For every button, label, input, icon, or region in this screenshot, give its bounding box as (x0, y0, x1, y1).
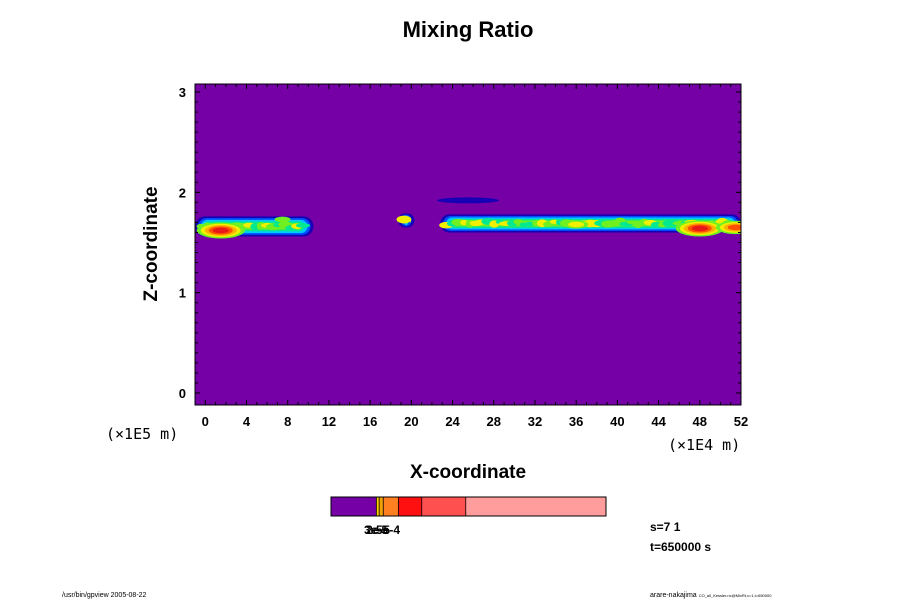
footer-author: arare-nakajima CO_all_Kessler.nc@MixRt,x=… (650, 592, 772, 599)
x-unit-label: (×1E4 m) (668, 436, 740, 454)
cloud-texture-blob (396, 215, 412, 224)
footer-file-ref: CO_all_Kessler.nc@MixRt,x=1,t=650000 (699, 593, 773, 598)
cloud-core (727, 224, 741, 231)
x-tick-label: 8 (284, 414, 291, 429)
x-tick-label: 48 (693, 414, 707, 429)
y-unit-label: (×1E5 m) (106, 425, 178, 443)
cloud-core (274, 216, 291, 223)
step-label: s=7 1 (650, 520, 681, 534)
cloud-texture-blob (626, 220, 638, 225)
x-tick-label: 36 (569, 414, 583, 429)
x-tick-label: 20 (404, 414, 418, 429)
colorbar-segment (383, 497, 399, 516)
time-label: t=650000 s (650, 540, 711, 554)
cloud-core (212, 227, 229, 234)
y-axis-ticks: 0 1 2 3 (179, 85, 741, 401)
colorbar-segment (379, 497, 384, 516)
x-tick-label: 32 (528, 414, 542, 429)
y-tick-label: 2 (179, 185, 186, 200)
plot-area (194, 83, 742, 406)
footer-command: /usr/bin/gpview 2005-08-22 (62, 592, 147, 599)
cloud-core (691, 225, 708, 232)
cloud-texture-blob (296, 223, 310, 228)
x-tick-label: 16 (363, 414, 377, 429)
colorbar-segment (465, 497, 606, 516)
x-tick-label: 52 (734, 414, 748, 429)
x-tick-label: 12 (322, 414, 336, 429)
colorbar-tick-labels: 3e-52e-55e-4 (364, 523, 400, 537)
upper-layer-mark (437, 197, 499, 204)
x-axis-ticks: 0 4 8 12 16 20 24 28 32 36 40 44 48 52 (202, 84, 748, 429)
colorbar-tick-label: 5e-4 (376, 523, 400, 537)
x-tick-label: 40 (610, 414, 624, 429)
x-tick-label: 44 (651, 414, 666, 429)
x-tick-label: 0 (202, 414, 209, 429)
plot-frame (194, 83, 742, 406)
colorbar-segment (331, 497, 377, 516)
colorbar-segment (398, 497, 422, 516)
plot-background (195, 84, 741, 405)
x-axis-label: X-coordinate (410, 462, 526, 483)
x-tick-label: 4 (243, 414, 251, 429)
colorbar-tick-label: 3e-5 (364, 523, 388, 537)
y-tick-label: 1 (179, 286, 186, 301)
heatmap-field (195, 197, 741, 239)
x-tick-label: 24 (445, 414, 460, 429)
chart-title: Mixing Ratio (403, 17, 534, 42)
colorbar (331, 497, 606, 516)
x-tick-label: 28 (487, 414, 501, 429)
colorbar-segment (421, 497, 466, 516)
colorbar-frame (330, 496, 607, 517)
cloud-texture-blob (513, 219, 524, 225)
y-tick-label: 3 (179, 85, 186, 100)
footer-author-name: arare-nakajima (650, 592, 697, 599)
colorbar-segment (376, 497, 380, 516)
y-axis-label: Z-coordinate (141, 186, 162, 301)
y-tick-label: 0 (179, 386, 186, 401)
colorbar-tick-label: 2e-5 (366, 523, 390, 537)
cloud-core (568, 221, 585, 228)
